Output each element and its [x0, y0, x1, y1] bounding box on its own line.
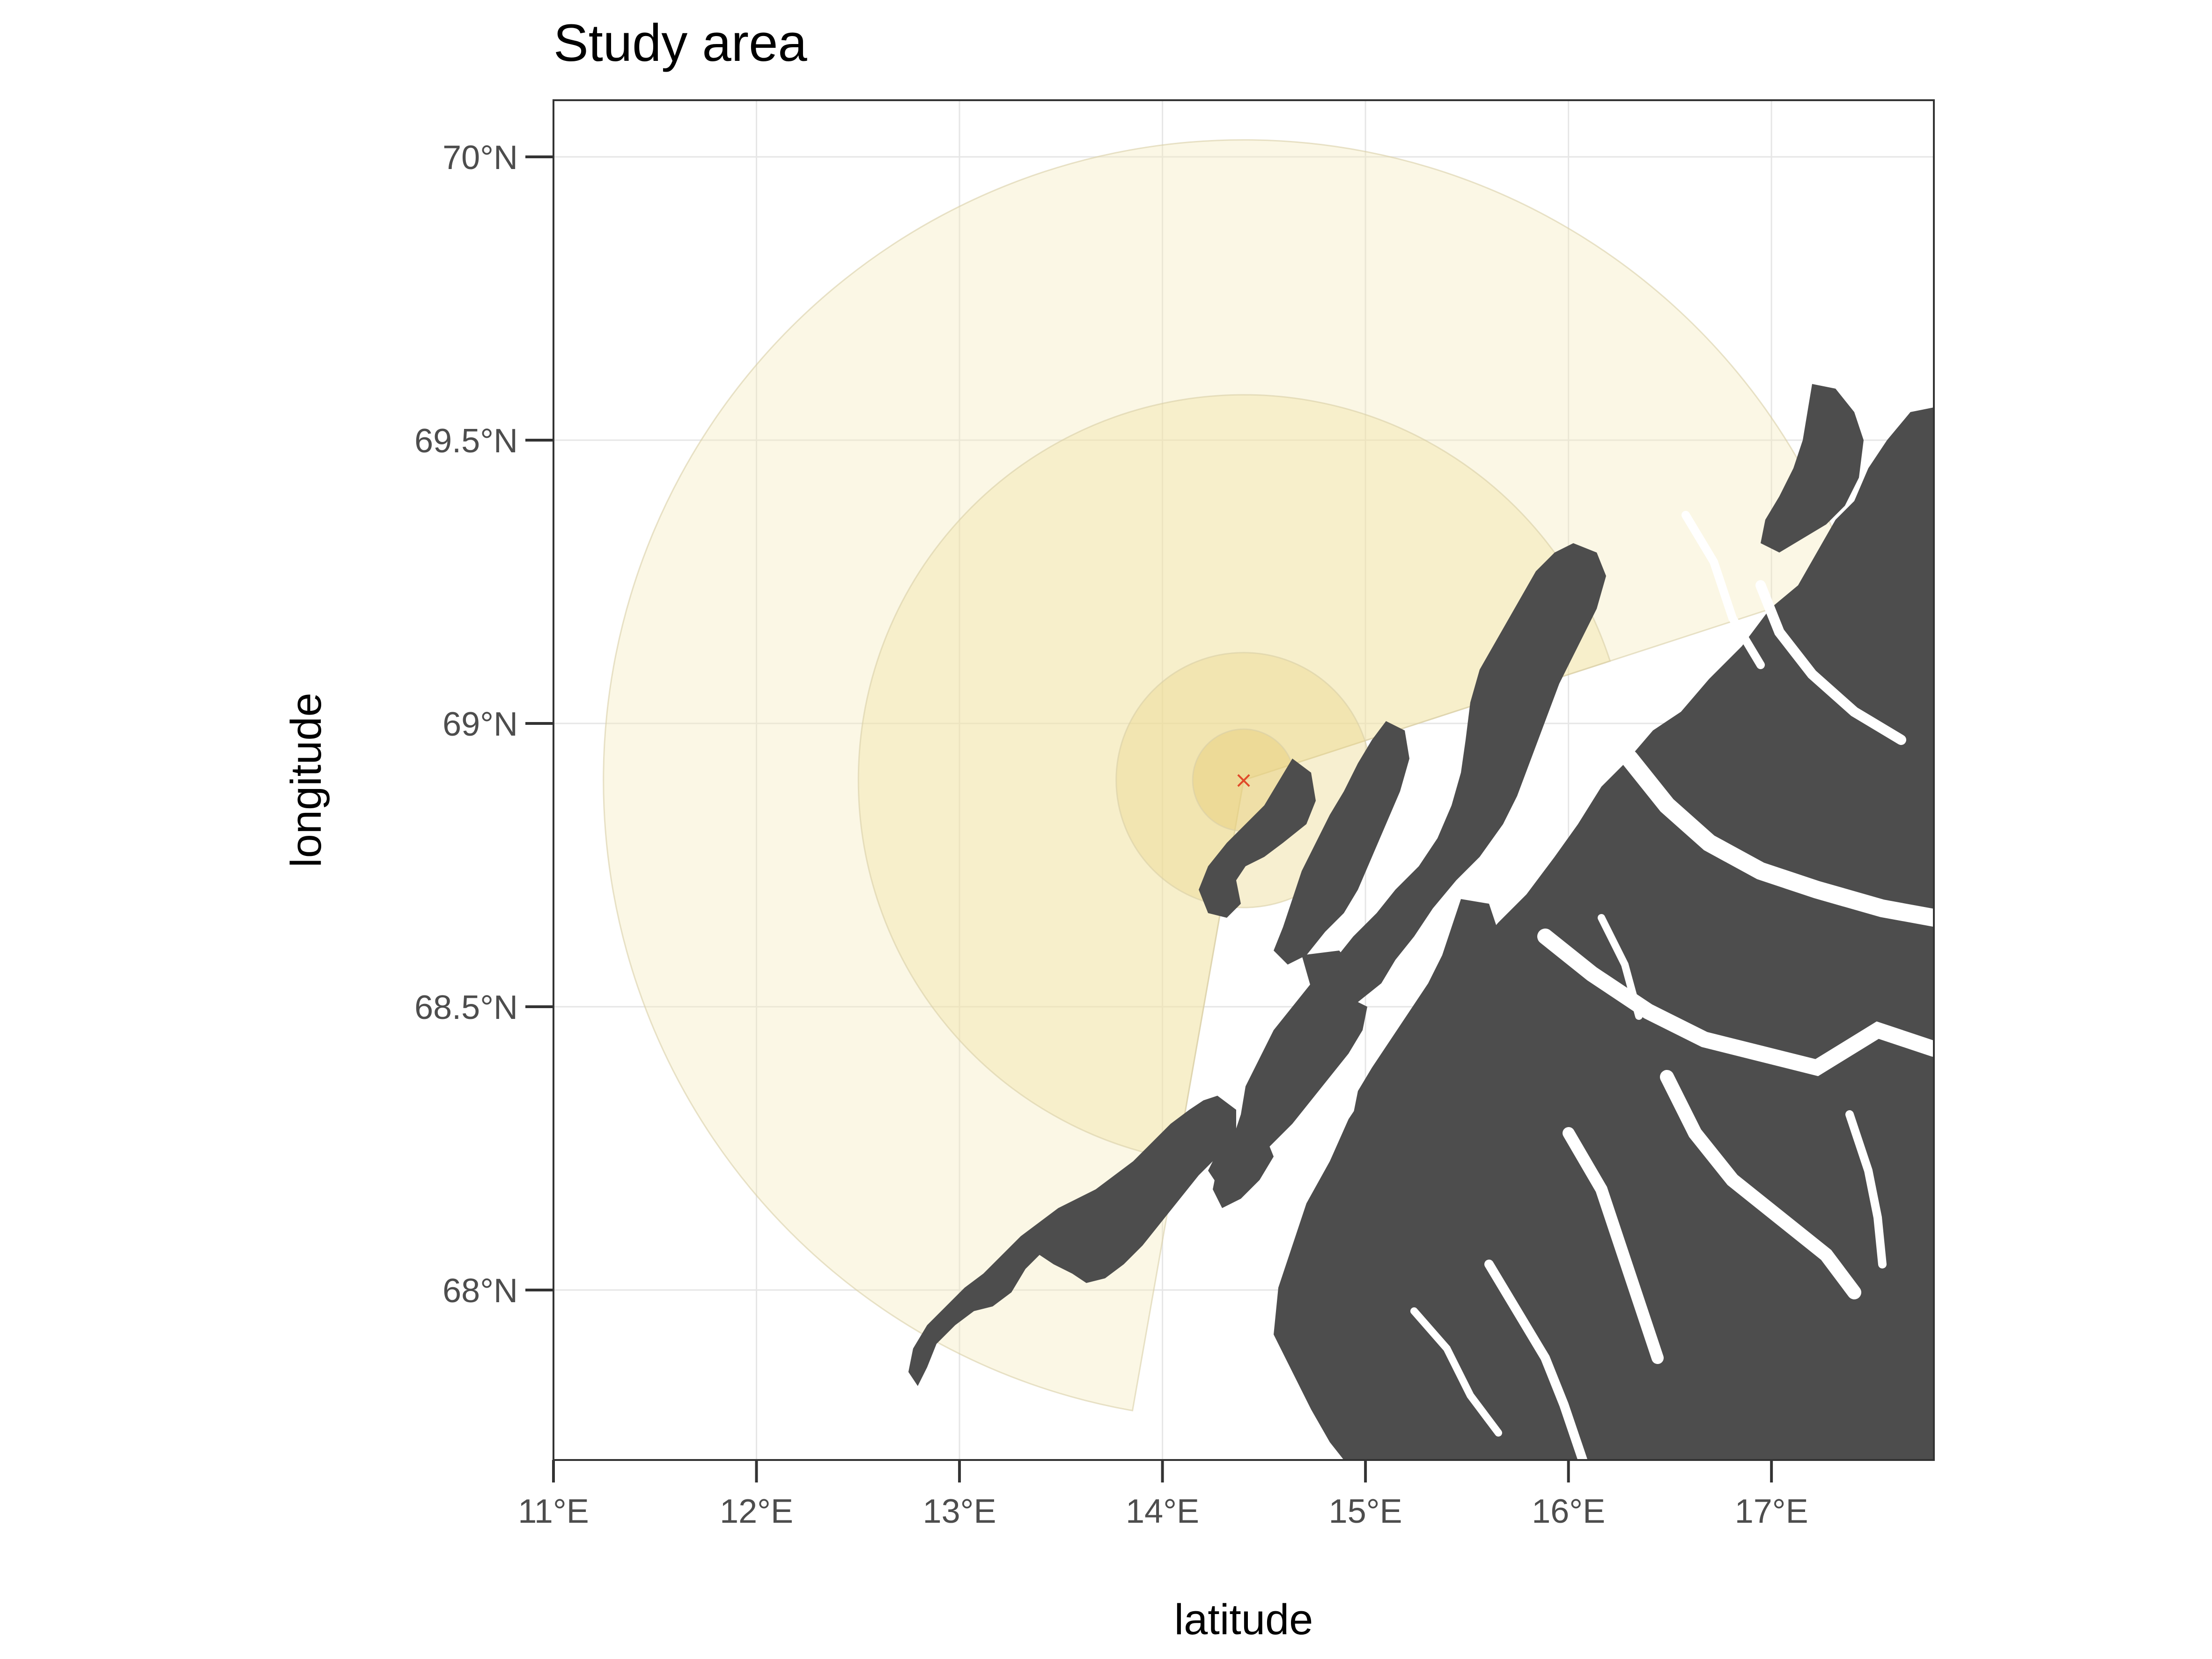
x-tick-label: 14°E — [1126, 1493, 1199, 1530]
y-axis-title: longitude — [282, 693, 330, 867]
y-tick-label: 69.5°N — [414, 422, 518, 460]
x-tick-label: 17°E — [1735, 1493, 1808, 1530]
x-axis-ticks: 11°E 12°E 13°E 14°E 15°E 16°E 17°E — [518, 1460, 1808, 1530]
mainland — [1274, 407, 1934, 1460]
x-tick-label: 16°E — [1532, 1493, 1605, 1530]
y-tick-label: 70°N — [442, 139, 518, 177]
x-tick-label: 11°E — [518, 1493, 589, 1530]
fjord-10 — [1598, 914, 1643, 1020]
fjord-5 — [1755, 580, 1906, 745]
fjord-4 — [1563, 1127, 1664, 1364]
y-axis-ticks: 70°N 69.5°N 69°N 68.5°N 68°N — [414, 139, 553, 1310]
vesteralen-island — [1274, 721, 1409, 965]
coastline-land — [908, 384, 1934, 1460]
y-tick-label: 69°N — [442, 706, 518, 743]
center-marker: × — [1234, 767, 1253, 793]
lofoten-west — [908, 1096, 1236, 1386]
hinnoya-island — [1213, 543, 1606, 1208]
x-tick-label: 15°E — [1329, 1493, 1402, 1530]
fjord-1 — [1621, 750, 1934, 927]
fjord-8 — [1845, 1110, 1887, 1268]
x-tick-label: 13°E — [923, 1493, 996, 1530]
y-tick-label: 68.5°N — [414, 989, 518, 1026]
fjord-2 — [1537, 929, 1934, 1077]
x-tick-label: 12°E — [720, 1493, 793, 1530]
andoya-coast — [1199, 759, 1316, 918]
lofoten-islet — [1302, 951, 1358, 993]
fjord-6 — [1484, 1260, 1587, 1460]
fjord-9 — [1410, 1307, 1502, 1437]
right-land-north — [1761, 384, 1864, 553]
panel-border — [553, 99, 1935, 1461]
lofoten-middle — [1208, 997, 1367, 1185]
y-tick-label: 68°N — [442, 1272, 518, 1310]
fjords — [1410, 511, 1934, 1460]
buffer-rings — [603, 139, 1854, 1412]
fjord-3 — [1660, 1070, 1861, 1299]
map-title: Study area — [553, 14, 807, 72]
ostvagoy — [1353, 899, 1498, 1124]
x-axis-title: latitude — [1174, 1596, 1313, 1644]
fjord-7 — [1681, 511, 1765, 669]
